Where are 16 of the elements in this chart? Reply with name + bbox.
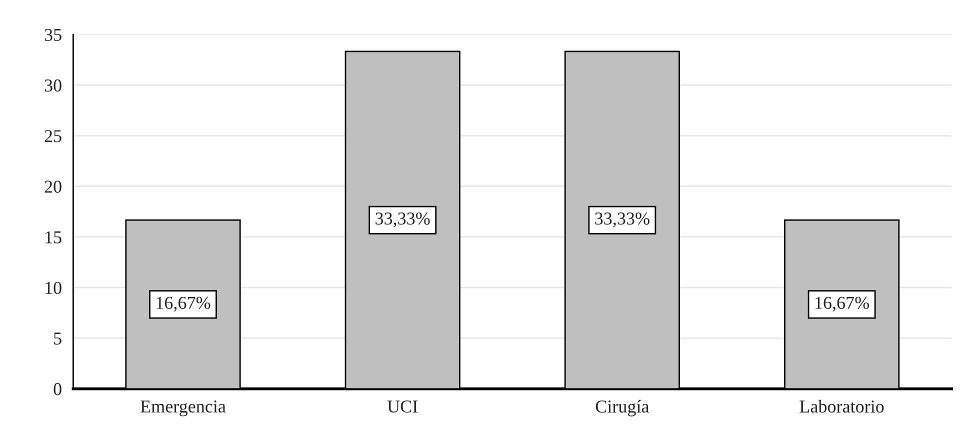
y-tick-label: 10 [46, 282, 62, 294]
y-tick-label: 35 [44, 28, 62, 41]
data-label: 16,67% [816, 296, 870, 312]
y-tick-label: 20 [44, 180, 62, 193]
x-tick-label: Cirugía [596, 400, 650, 416]
y-tick-label: 0 [54, 383, 62, 396]
y-tick-label: 25 [44, 130, 62, 142]
y-tick-label: 15 [46, 231, 62, 244]
x-tick-label: Laboratorio [800, 400, 884, 413]
y-tick-label: 30 [44, 79, 62, 92]
data-label: 33,33% [595, 212, 650, 228]
x-tick-label: UCI [387, 400, 418, 413]
y-tick-label: 5 [54, 332, 62, 345]
data-label: 33,33% [376, 212, 430, 228]
data-label: 16,67% [156, 296, 210, 312]
x-tick-label: Emergencia [140, 400, 226, 416]
